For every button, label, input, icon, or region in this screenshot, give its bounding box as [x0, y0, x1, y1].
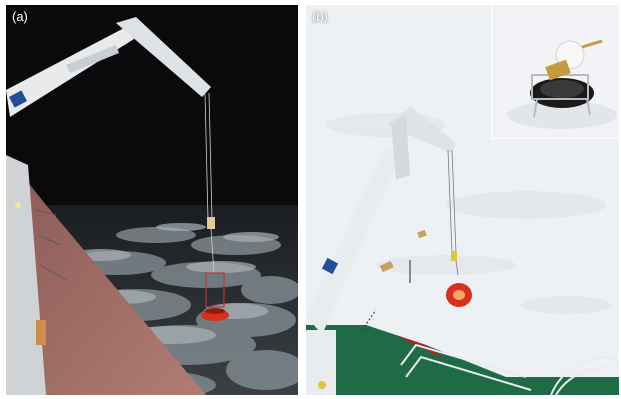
panel-b-label: (b) [312, 9, 328, 24]
panel-a-label: (a) [12, 9, 28, 24]
ice-equipment-box [379, 260, 394, 273]
buoy-icon [201, 228, 229, 321]
panel-b-photo [306, 5, 619, 395]
ship-railing-icon [35, 209, 67, 281]
crane-icon [306, 107, 457, 335]
crane-icon [6, 17, 215, 229]
buoy-icon [530, 39, 603, 118]
ship-deck [6, 155, 206, 395]
panel-b-day-deployment: (b) [306, 5, 619, 395]
inset-photo [492, 5, 619, 138]
ship-railing-icon [400, 343, 619, 395]
inset-buoy-photo [491, 5, 619, 139]
ice-equipment-small [417, 229, 427, 239]
ship-green-deck [306, 325, 619, 395]
panel-a-photo [6, 5, 298, 395]
buoy-icon [446, 260, 472, 307]
panel-a-night-deployment: (a) [6, 5, 298, 395]
